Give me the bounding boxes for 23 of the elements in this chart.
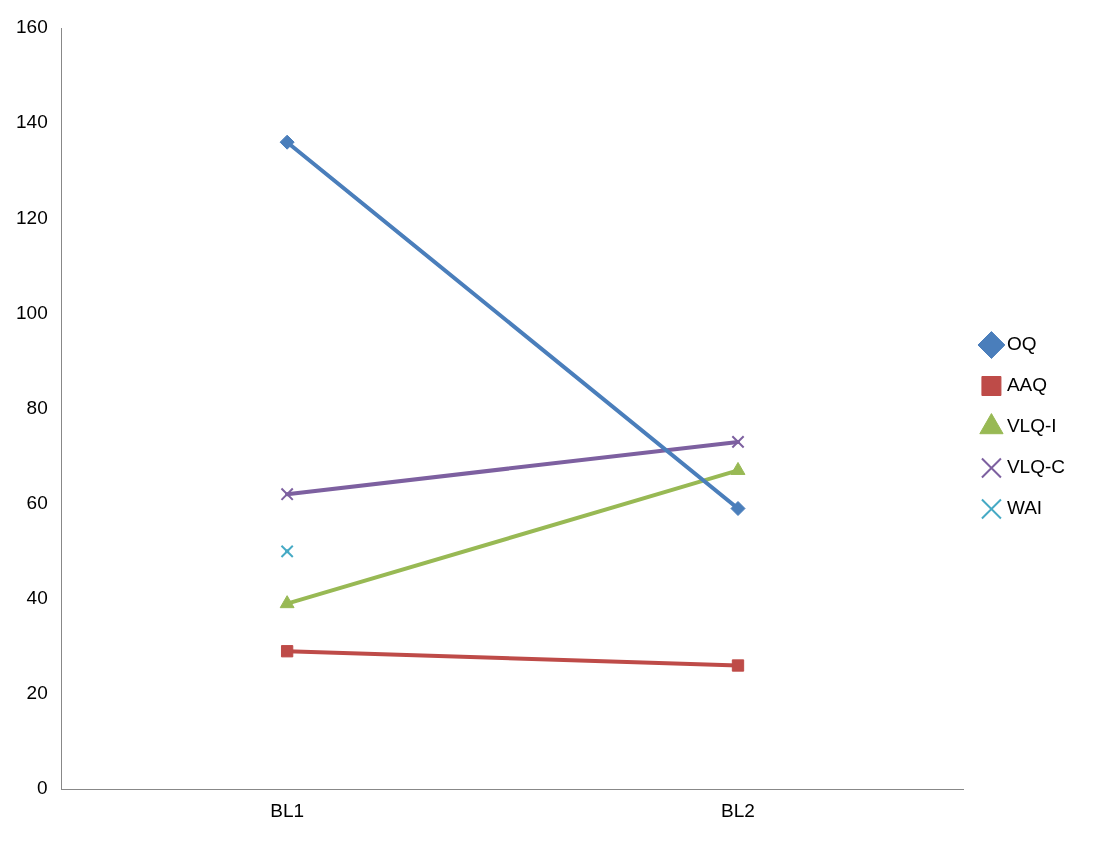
legend-label: VLQ-I xyxy=(1006,415,1057,437)
legend-label: WAI xyxy=(1006,497,1043,519)
y-tick-label: 120 xyxy=(16,206,48,228)
legend-label: VLQ-C xyxy=(1006,456,1066,478)
point xyxy=(730,501,746,517)
legend-label: AAQ xyxy=(1006,374,1048,396)
y-tick-label: 20 xyxy=(26,682,48,704)
point xyxy=(280,544,294,558)
x-tick-label: BL2 xyxy=(721,799,755,821)
y-tick-label: 140 xyxy=(16,111,48,133)
y-tick-label: 100 xyxy=(16,301,48,323)
point xyxy=(731,435,745,449)
point xyxy=(731,659,745,672)
y-tick-label: 80 xyxy=(26,396,48,418)
y-tick-label: 40 xyxy=(26,587,48,609)
x-tick-label: BL1 xyxy=(270,799,305,821)
point xyxy=(280,645,294,658)
y-tick-label: 60 xyxy=(26,491,48,513)
y-tick-label: 0 xyxy=(37,777,48,799)
y-tick-label: 160 xyxy=(16,16,48,38)
point xyxy=(280,487,294,501)
point xyxy=(279,134,295,150)
legend-label: OQ xyxy=(1006,333,1037,355)
